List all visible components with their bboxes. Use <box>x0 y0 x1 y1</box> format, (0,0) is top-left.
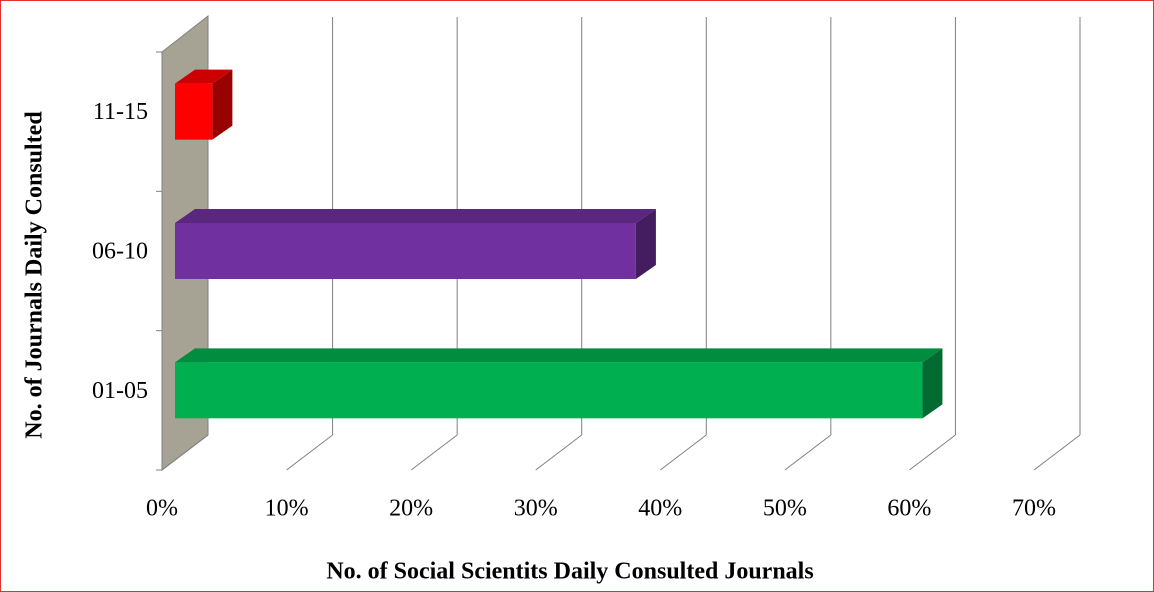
floor-grid-line <box>1033 434 1081 471</box>
x-tick-label: 10% <box>265 496 309 522</box>
bar-top <box>175 209 656 223</box>
bar <box>175 83 213 140</box>
x-tick-label: 40% <box>638 496 682 522</box>
bar-top <box>175 69 233 84</box>
x-tick-label: 60% <box>887 496 931 522</box>
floor-grid-line <box>410 434 458 471</box>
floor-grid-line <box>286 434 333 471</box>
bar-top <box>175 348 943 363</box>
bar <box>175 362 923 419</box>
x-tick-label: 70% <box>1012 496 1056 522</box>
floor-grid-line <box>535 434 583 471</box>
bar-side <box>635 209 656 279</box>
floor-grid-line <box>784 434 832 471</box>
bar <box>175 223 636 279</box>
x-tick-label: 50% <box>763 496 807 522</box>
x-tick-label: 0% <box>146 496 178 522</box>
y-axis-title: No. of Journals Daily Consulted <box>22 111 48 439</box>
floor-grid-line <box>909 434 956 471</box>
bar-side <box>212 69 233 140</box>
x-tick-label: 20% <box>389 496 433 522</box>
y-tick-label: 11-15 <box>93 99 148 125</box>
y-tick-label: 01-05 <box>92 378 148 404</box>
x-axis-title: No. of Social Scientits Daily Consulted … <box>326 559 813 585</box>
x-tick-label: 30% <box>514 496 558 522</box>
y-tick-label: 06-10 <box>92 239 148 265</box>
bar-side <box>922 348 943 419</box>
floor-grid-line <box>659 434 707 471</box>
floor-grid-line <box>161 434 209 471</box>
